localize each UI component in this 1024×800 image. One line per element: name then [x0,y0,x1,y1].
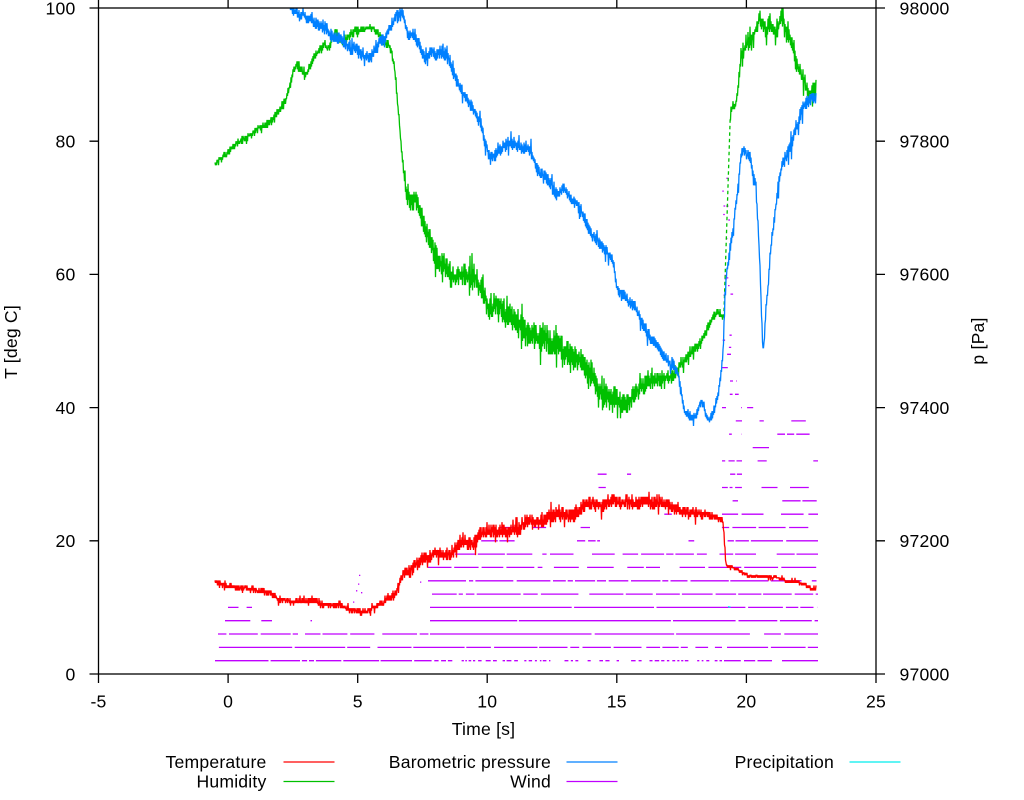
svg-text:25: 25 [866,692,886,712]
svg-text:97600: 97600 [900,265,950,285]
svg-text:Temperature: Temperature [166,752,267,772]
svg-text:20: 20 [56,531,76,551]
svg-text:Barometric pressure: Barometric pressure [389,752,551,772]
svg-text:0: 0 [223,692,233,712]
svg-text:100: 100 [46,0,76,18]
svg-text:20: 20 [736,692,756,712]
svg-text:Wind: Wind [510,772,551,792]
svg-text:5: 5 [353,692,363,712]
svg-text:Time [s]: Time [s] [452,719,516,739]
svg-text:80: 80 [56,132,76,152]
svg-text:T [deg C]: T [deg C] [1,305,21,379]
svg-text:0: 0 [66,664,76,684]
svg-text:10: 10 [477,692,497,712]
svg-text:-5: -5 [90,692,106,712]
svg-text:60: 60 [56,265,76,285]
svg-text:Humidity: Humidity [196,772,266,792]
svg-text:Precipitation: Precipitation [735,752,834,772]
svg-text:97000: 97000 [900,664,950,684]
svg-text:p [Pa]: p [Pa] [968,317,988,364]
svg-text:97200: 97200 [900,531,950,551]
svg-text:15: 15 [607,692,627,712]
svg-text:98000: 98000 [900,0,950,18]
svg-text:97800: 97800 [900,132,950,152]
svg-text:97400: 97400 [900,398,950,418]
svg-text:40: 40 [56,398,76,418]
